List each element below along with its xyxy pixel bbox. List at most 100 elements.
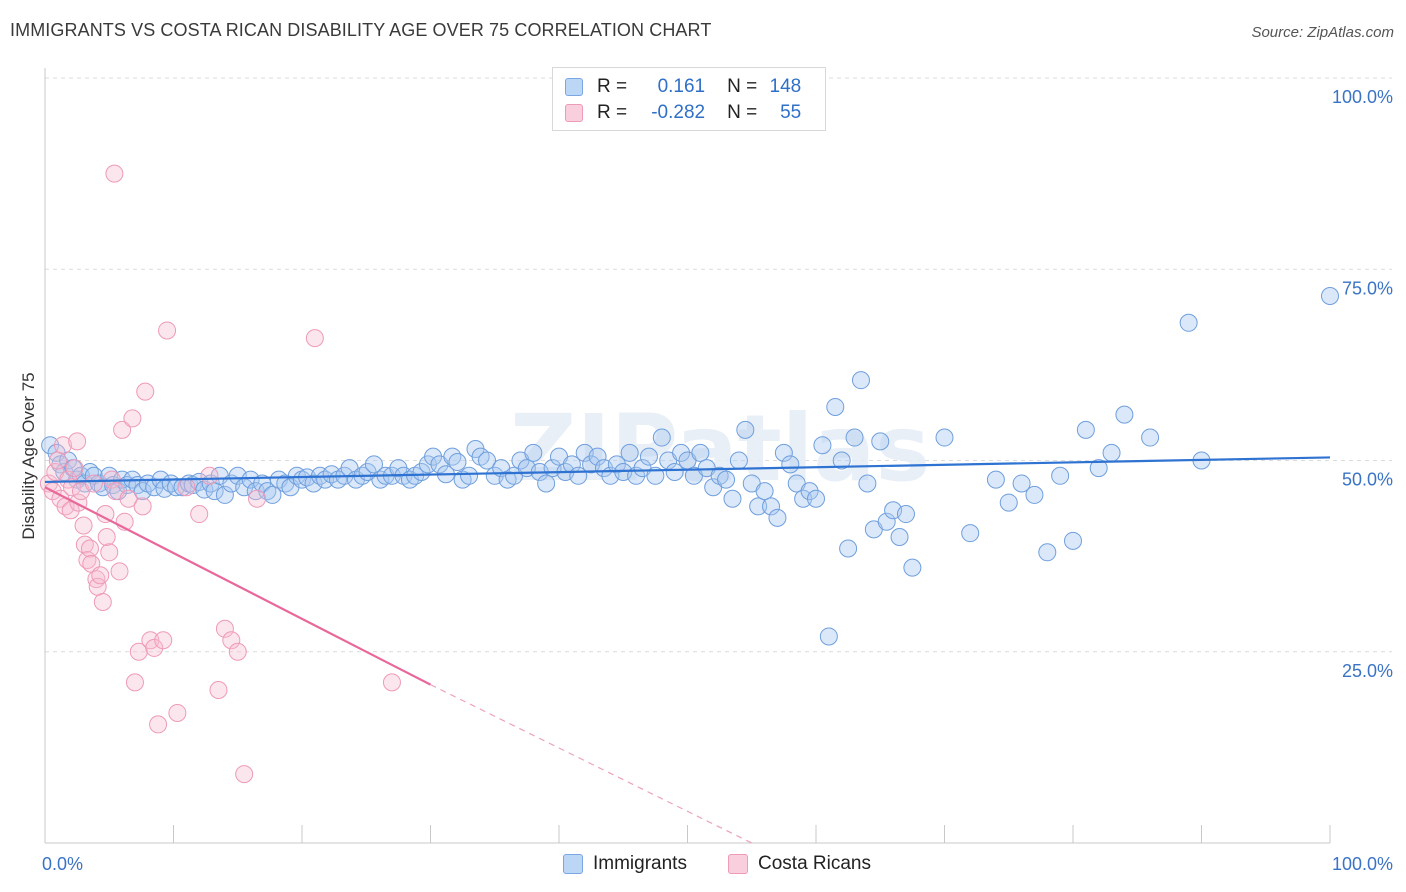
source-label: Source: ZipAtlas.com (1251, 24, 1394, 41)
costa-ricans-point (209, 681, 228, 699)
immigrants-point (800, 482, 819, 501)
immigrants-point (412, 462, 431, 481)
immigrants-point (813, 436, 832, 455)
n-value: 148 (769, 76, 802, 97)
costa-ricans-legend-swatch (728, 854, 748, 874)
immigrants-point (241, 470, 260, 489)
trend-lines (44, 456, 1331, 844)
immigrants-point (807, 489, 825, 508)
r-value: -0.282 (651, 102, 706, 123)
immigrants-point (646, 466, 665, 485)
immigrants-point (858, 474, 877, 493)
immigrants-point (723, 489, 742, 508)
immigrants-point (762, 497, 781, 516)
n-label: N = (727, 76, 758, 97)
immigrants-point (877, 512, 896, 531)
immigrants-point (1115, 405, 1134, 424)
immigrants-point (1076, 420, 1095, 439)
immigrants-point (832, 451, 851, 470)
costa-ricans-point (190, 505, 209, 524)
costa-ricans-point (105, 164, 124, 183)
immigrants-point (607, 455, 626, 474)
immigrants-point (999, 493, 1018, 512)
immigrants-point (448, 453, 467, 472)
immigrants-point (839, 539, 858, 558)
immigrants-point (672, 443, 691, 462)
immigrants-point (755, 482, 774, 501)
costa-ricans-point (215, 619, 234, 638)
costa-ricans-point (248, 489, 267, 508)
immigrants-point (729, 451, 748, 470)
immigrants-point (691, 443, 710, 462)
immigrants-point (620, 443, 639, 462)
tick-labels: 100.0% 75.0% 50.0% 25.0% 0.0% 100.0% (42, 87, 1393, 874)
costa-ricans-point (68, 432, 87, 451)
grid-lines (45, 77, 1392, 653)
immigrants-point (903, 558, 922, 577)
immigrants-point (768, 508, 787, 527)
immigrants-point (871, 432, 890, 451)
immigrants-point (896, 505, 915, 524)
immigrants-point (1141, 428, 1160, 447)
immigrants-point (794, 489, 813, 508)
costa-ricans-point (222, 631, 241, 650)
n-value: 55 (780, 102, 802, 123)
costa-ricans-point (154, 631, 173, 650)
costa-ricans-point (125, 673, 144, 692)
immigrants-trend-line (44, 456, 1331, 484)
costa-ricans-point (129, 642, 148, 661)
costa-ricans-point (61, 501, 80, 520)
immigrants-point (524, 443, 543, 462)
x-tick-label: 100.0% (1332, 854, 1393, 874)
costa-ricans-swatch (565, 104, 583, 122)
costa-ricans-point (200, 466, 219, 485)
costa-ricans-trend-extension (430, 684, 753, 844)
costa-ricans-point (48, 451, 67, 470)
axes (44, 68, 1331, 844)
immigrants-point (665, 462, 684, 481)
immigrants-point (961, 524, 980, 543)
costa-ricans-point (228, 642, 247, 661)
costa-ricans-points (39, 164, 401, 784)
r-value: 0.161 (657, 76, 706, 97)
immigrants-point (1038, 543, 1057, 562)
costa-ricans-point (235, 765, 254, 784)
costa-ricans-point (382, 673, 401, 692)
immigrants-point (1051, 466, 1070, 485)
immigrants-point (781, 455, 800, 474)
x-tick-label: 0.0% (42, 854, 83, 874)
immigrants-point (774, 443, 793, 462)
costa-ricans-point (136, 382, 155, 401)
r-label: R = (597, 76, 628, 97)
legend-immigrants: Immigrants (563, 852, 687, 876)
immigrants-point (1012, 474, 1031, 493)
n-label: N = (727, 102, 758, 123)
immigrants-points (41, 287, 1339, 646)
r-label: R = (597, 102, 628, 123)
costa-ricans-point (53, 436, 72, 455)
immigrants-point (851, 371, 870, 390)
immigrants-point (478, 451, 497, 470)
costa-ricans-point (65, 459, 84, 478)
costa-ricans-point (168, 703, 187, 722)
y-tick-label: 25.0% (1342, 661, 1393, 681)
costa-ricans-point (84, 474, 103, 493)
costa-ricans-point (100, 543, 119, 562)
costa-ricans-point (91, 566, 110, 585)
immigrants-point (819, 627, 838, 646)
costa-ricans-point (149, 715, 168, 734)
immigrants-point (443, 447, 462, 466)
immigrants-point (460, 466, 479, 485)
immigrants-point (588, 447, 607, 466)
y-tick-label: 75.0% (1342, 278, 1393, 298)
immigrants-point (845, 428, 864, 447)
immigrants-point (1064, 531, 1082, 550)
legend-row-immigrants: R = 0.161 N = 148 (565, 74, 801, 100)
costa-ricans-point (110, 562, 129, 581)
immigrants-point (717, 470, 736, 489)
costa-ricans-point (97, 528, 116, 546)
immigrants-point (304, 474, 323, 493)
immigrants-point (1025, 485, 1044, 504)
immigrants-point (736, 420, 755, 439)
